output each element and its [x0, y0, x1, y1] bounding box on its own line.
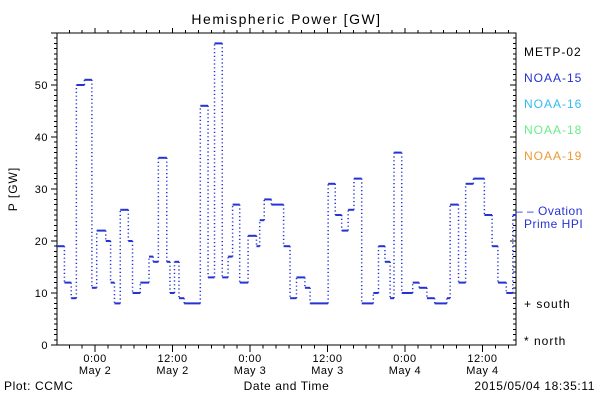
- y-tick-label: 40: [35, 132, 48, 144]
- x-tick-time-label: 12:00: [467, 353, 497, 365]
- line-sample-icon: – –: [516, 204, 535, 218]
- timestamp: 2015/05/04 18:35:11: [474, 379, 595, 393]
- chart-title: Hemispheric Power [GW]: [191, 11, 382, 27]
- y-tick-label: 10: [35, 288, 48, 300]
- x-tick-time-label: 12:00: [312, 353, 342, 365]
- x-tick-date-label: May 4: [389, 365, 421, 377]
- plot-credit: Plot: CCMC: [4, 379, 74, 393]
- x-tick-time-label: 0:00: [238, 353, 261, 365]
- y-tick-label: 50: [35, 80, 48, 92]
- x-tick-date-label: May 2: [79, 365, 111, 377]
- legend-item-metp02: METP-02: [524, 45, 582, 59]
- x-tick-date-label: May 4: [466, 365, 498, 377]
- south-marker-note: + south: [524, 297, 571, 311]
- legend-item-noaa19: NOAA-19: [524, 149, 583, 163]
- satellite-legend: METP-02 NOAA-15 NOAA-16 NOAA-18 NOAA-19: [524, 45, 582, 175]
- y-tick-label: 20: [35, 236, 48, 248]
- legend-item-noaa15: NOAA-15: [524, 71, 583, 85]
- x-tick-date-label: May 3: [311, 365, 343, 377]
- y-axis-label: P [GW]: [6, 166, 20, 212]
- x-tick-date-label: May 3: [234, 365, 266, 377]
- x-tick-time-label: 0:00: [83, 353, 106, 365]
- north-marker-note: * north: [524, 334, 567, 348]
- legend-item-noaa18: NOAA-18: [524, 123, 583, 137]
- y-tick-label: 30: [35, 184, 48, 196]
- legend-item-noaa16: NOAA-16: [524, 97, 583, 111]
- x-axis-title: Date and Time: [243, 379, 330, 393]
- ovation-label-line1: Ovation: [534, 204, 583, 218]
- series-ovation-prime-hpi: [57, 42, 516, 305]
- y-tick-label: 0: [41, 340, 48, 352]
- x-tick-time-label: 0:00: [393, 353, 416, 365]
- ovation-label-line2: Prime HPI: [524, 216, 584, 231]
- x-tick-date-label: May 2: [156, 365, 188, 377]
- x-tick-time-label: 12:00: [158, 353, 188, 365]
- ovation-legend: – – Ovation Prime HPI: [516, 205, 583, 230]
